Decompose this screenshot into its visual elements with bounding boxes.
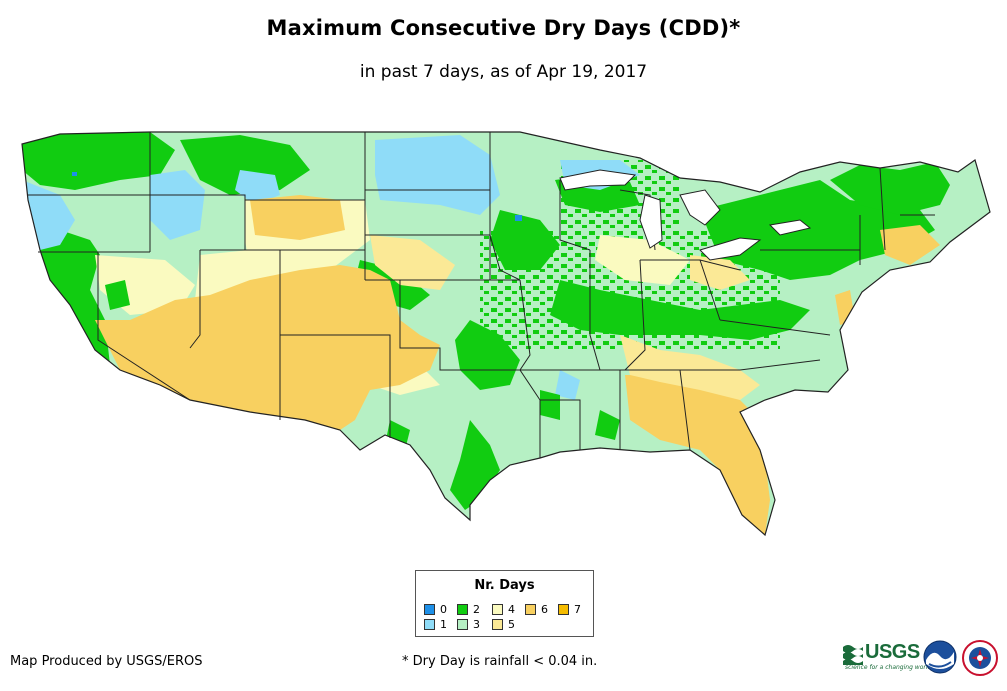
legend-label-2: 2 (473, 603, 480, 616)
nws-logo-icon (962, 640, 998, 676)
legend-label-4: 4 (508, 603, 515, 616)
map-title: Maximum Consecutive Dry Days (CDD)* (266, 16, 741, 40)
legend-item-1: 1 (424, 618, 447, 631)
legend-swatch-6 (525, 604, 536, 615)
dry-day-footnote: * Dry Day is rainfall < 0.04 in. (402, 654, 598, 669)
legend-item-3: 3 (457, 618, 480, 631)
legend-item-2: 2 (457, 603, 480, 616)
map-subtitle: in past 7 days, as of Apr 19, 2017 (359, 62, 648, 82)
legend-swatch-3 (457, 619, 468, 630)
legend: Nr. Days 0 1 2 3 4 5 6 7 (415, 570, 594, 637)
usgs-logo-text: USGS (865, 641, 920, 663)
legend-item-7: 7 (558, 603, 581, 616)
legend-label-5: 5 (508, 618, 515, 631)
legend-label-6: 6 (541, 603, 548, 616)
legend-swatch-4 (492, 604, 503, 615)
legend-swatch-2 (457, 604, 468, 615)
usgs-logo: USGS science for a changing world (843, 641, 931, 675)
usgs-tagline: science for a changing world (845, 664, 932, 671)
state-boundaries (21, 131, 991, 537)
noaa-logo-icon (923, 640, 957, 674)
map-credit: Map Produced by USGS/EROS (10, 654, 203, 669)
usgs-wave-icon (843, 645, 863, 665)
legend-label-0: 0 (440, 603, 447, 616)
legend-label-3: 3 (473, 618, 480, 631)
legend-swatch-5 (492, 619, 503, 630)
legend-item-6: 6 (525, 603, 548, 616)
legend-label-1: 1 (440, 618, 447, 631)
legend-item-0: 0 (424, 603, 447, 616)
legend-item-5: 5 (492, 618, 515, 631)
legend-label-7: 7 (574, 603, 581, 616)
great-lakes (559, 169, 812, 261)
legend-swatch-0 (424, 604, 435, 615)
legend-swatch-1 (424, 619, 435, 630)
legend-item-4: 4 (492, 603, 515, 616)
legend-swatch-7 (558, 604, 569, 615)
us-cdd-map (21, 131, 991, 537)
cdd-fill (22, 132, 990, 535)
legend-title: Nr. Days (474, 578, 535, 593)
